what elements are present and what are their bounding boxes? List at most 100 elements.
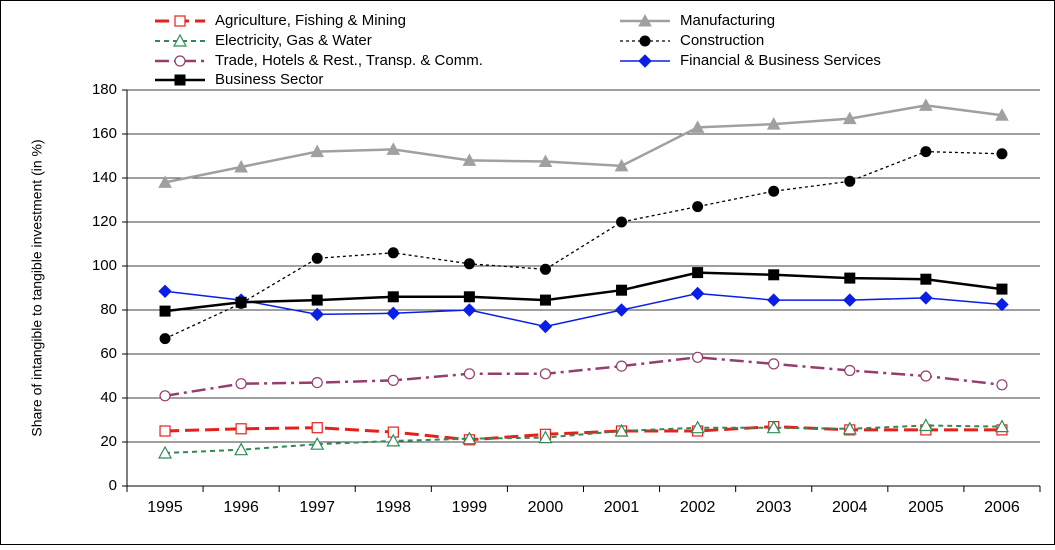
x-tick-label: 1995 [147,499,183,516]
x-tick-label: 1997 [299,499,335,516]
data-point [615,360,628,372]
legend-label: Manufacturing [680,12,775,29]
data-point [614,423,629,437]
legend-label: Construction [680,32,764,49]
legend-label: Business Sector [215,71,323,88]
data-point [766,117,781,130]
data-point [844,364,856,377]
legend-label: Electricity, Gas & Water [215,32,372,49]
data-point [463,368,475,380]
x-tick-label: 2000 [528,499,564,516]
x-tick-label: 1998 [375,499,411,516]
legend-marker [638,13,652,27]
data-point [996,148,1008,160]
y-tick-label: 60 [100,345,117,362]
data-point [692,201,704,213]
data-point [844,175,856,187]
data-point [844,272,856,284]
data-point [159,425,171,437]
data-point [159,305,171,317]
data-point [311,422,323,434]
data-point [538,430,553,444]
data-point [463,258,475,270]
data-point [311,294,323,306]
legend-item: Manufacturing [620,12,775,29]
series-line [164,356,1003,398]
series-line [164,424,1002,454]
data-point [842,421,857,435]
x-tick-label: 2004 [832,499,868,516]
legend-marker [174,15,186,27]
data-point [690,120,705,133]
legend-marker [638,54,652,68]
legend-marker [174,74,186,86]
series-line [164,271,1003,313]
data-point [616,216,628,228]
legend-label: Agriculture, Fishing & Mining [215,12,406,29]
data-point [235,378,247,390]
data-point [538,319,553,334]
data-point [158,284,172,299]
data-point [235,296,247,308]
data-point [387,247,399,259]
data-point [538,154,553,167]
data-point [692,351,704,363]
data-point [387,374,399,386]
data-point [994,419,1009,433]
series [158,98,1009,188]
data-point [159,333,171,345]
y-tick-label: 100 [92,257,117,274]
y-tick-label: 40 [100,389,117,406]
data-point [539,294,551,306]
data-point [920,370,932,382]
legend-marker [639,35,651,47]
data-point [462,303,477,317]
legend-item: Agriculture, Fishing & Mining [155,12,406,29]
data-point [768,358,780,370]
data-point [386,306,400,321]
series-line [164,104,1003,184]
data-point [690,286,705,301]
data-point [158,175,172,188]
data-point [918,418,933,432]
data-point [919,291,933,305]
data-point [690,420,705,434]
data-point [234,442,249,456]
legend-label: Trade, Hotels & Rest., Transp. & Comm. [215,52,483,69]
y-tick-label: 180 [92,81,117,98]
x-tick-label: 2002 [680,499,716,516]
data-point [539,263,551,275]
data-point [767,293,781,307]
y-tick-label: 0 [109,477,117,494]
x-tick-label: 2006 [984,499,1020,516]
y-tick-label: 160 [92,125,117,142]
data-point [616,284,628,296]
data-point [995,108,1009,121]
data-point [996,379,1008,391]
data-point [539,368,552,380]
data-point [463,291,475,303]
data-point [920,273,932,285]
x-tick-label: 1996 [223,499,259,516]
data-point [310,307,324,322]
legend-item: Business Sector [155,71,323,88]
data-point [235,423,247,435]
data-point [386,433,401,447]
series-line [164,290,1003,328]
legend-item: Trade, Hotels & Rest., Transp. & Comm. [155,52,483,69]
data-point [692,267,704,279]
data-point [843,293,857,307]
data-point [311,252,323,264]
data-point [919,98,933,111]
x-tick-label: 1999 [452,499,488,516]
data-point [614,303,629,317]
legend-item: Financial & Business Services [620,52,881,69]
data-point [995,297,1009,312]
data-point [310,436,325,450]
legend-marker [172,33,188,47]
x-tick-label: 2003 [756,499,792,516]
data-point [842,111,857,125]
legend-label: Financial & Business Services [680,52,881,69]
data-point [768,185,780,197]
